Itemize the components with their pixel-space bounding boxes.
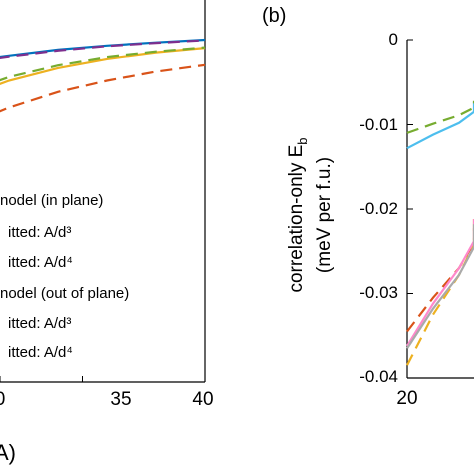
legend-entry-3: itted: A/d⁴: [8, 254, 73, 271]
panel-a-xtick-35: 35: [110, 389, 131, 410]
panel-a-bottom-label: A): [0, 440, 16, 465]
panel-b-ylabel-units: (meV per f.u.): [314, 157, 335, 273]
panel-a-xtick-40: 40: [192, 389, 213, 410]
panel-a-series-line-2: [0, 39, 206, 60]
legend-entry-6: itted: A/d⁴: [8, 344, 73, 361]
panel-b-series-line-3: [406, 221, 474, 333]
panel-a-xtick-0: 0: [0, 389, 5, 410]
panel-b-ytick-2: -0.02: [359, 199, 398, 218]
panel-a-ticks: [0, 376, 206, 382]
panel-b-ticks: [407, 39, 413, 379]
legend-entry-2: itted: A/d³: [8, 224, 71, 241]
legend-entry-1: nodel (in plane): [0, 192, 103, 209]
panel-a-legend: nodel (in plane) itted: A/d³ itted: A/d⁴…: [0, 192, 129, 361]
panel-a-series-line-3: [0, 47, 206, 85]
legend-entry-4: nodel (out of plane): [0, 285, 129, 302]
panel-b-series-line-6: [406, 224, 474, 350]
panel-b-label: (b): [262, 5, 286, 27]
panel-a: 0 35 40 A) nodel (in plane) itted: A/d³ …: [0, 0, 214, 465]
panel-a-series-line-5: [0, 63, 206, 113]
panel-b-ytick-3: -0.03: [359, 283, 398, 302]
panel-b-ytick-4: -0.04: [359, 367, 398, 386]
panel-b-xtick-20: 20: [396, 388, 417, 409]
legend-entry-5: itted: A/d³: [8, 315, 71, 332]
panel-b-series-line-5: [406, 219, 474, 347]
panel-b-series-line-1: [406, 101, 474, 150]
panel-a-series-line-4: [0, 46, 206, 82]
panel-b-series: [406, 100, 474, 366]
panel-b-ytick-1: -0.01: [359, 115, 398, 134]
panel-a-series: [0, 38, 206, 113]
panel-b-series-line-2: [406, 100, 474, 134]
panel-b-ytick-0: 0: [389, 30, 398, 49]
panel-b: (b) correlation-only Eb (meV per f.u.) 0…: [262, 5, 474, 409]
panel-b-ylabel: correlation-only Eb: [286, 137, 310, 292]
